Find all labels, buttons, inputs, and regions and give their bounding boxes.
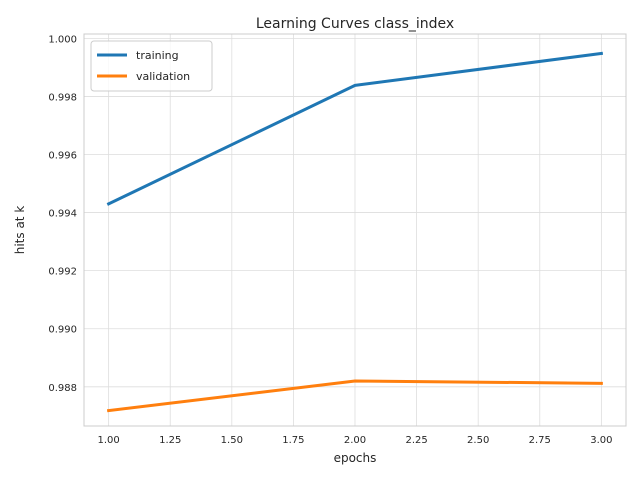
y-tick-label: 0.990 (48, 325, 77, 336)
series-lines (106, 51, 604, 413)
x-tick-label: 1.50 (221, 435, 243, 446)
y-tick-label: 0.998 (48, 92, 77, 103)
y-tick-label: 0.994 (48, 209, 77, 220)
y-tick-label: 1.000 (48, 34, 77, 45)
x-tick-labels: 1.00 1.25 1.50 1.75 2.00 2.25 2.50 2.75 3.00 (98, 435, 613, 446)
legend-label-training: training (136, 49, 179, 62)
x-tick-label: 2.50 (467, 435, 489, 446)
y-axis-label: hits at k (13, 206, 27, 255)
x-tick-label: 2.25 (405, 435, 427, 446)
x-tick-label: 2.75 (529, 435, 551, 446)
x-tick-label: 3.00 (590, 435, 612, 446)
plot-frame (83, 33, 627, 427)
y-tick-labels: 0.988 0.990 0.992 0.994 0.996 0.998 1.000 (48, 34, 77, 393)
grid-lines (84, 34, 626, 426)
series-line-training (106, 51, 604, 206)
x-tick-label: 1.25 (159, 435, 181, 446)
y-tick-label: 0.996 (48, 151, 77, 162)
chart-title: Learning Curves class_index (256, 16, 454, 32)
x-tick-label: 2.00 (344, 435, 366, 446)
x-axis-label: epochs (334, 451, 377, 465)
x-tick-label: 1.00 (98, 435, 120, 446)
legend: training validation (90, 40, 213, 92)
x-tick-label: 1.75 (282, 435, 304, 446)
series-line-validation (106, 379, 603, 413)
y-tick-label: 0.988 (48, 383, 77, 394)
legend-label-validation: validation (136, 70, 190, 83)
y-tick-label: 0.992 (48, 267, 77, 278)
